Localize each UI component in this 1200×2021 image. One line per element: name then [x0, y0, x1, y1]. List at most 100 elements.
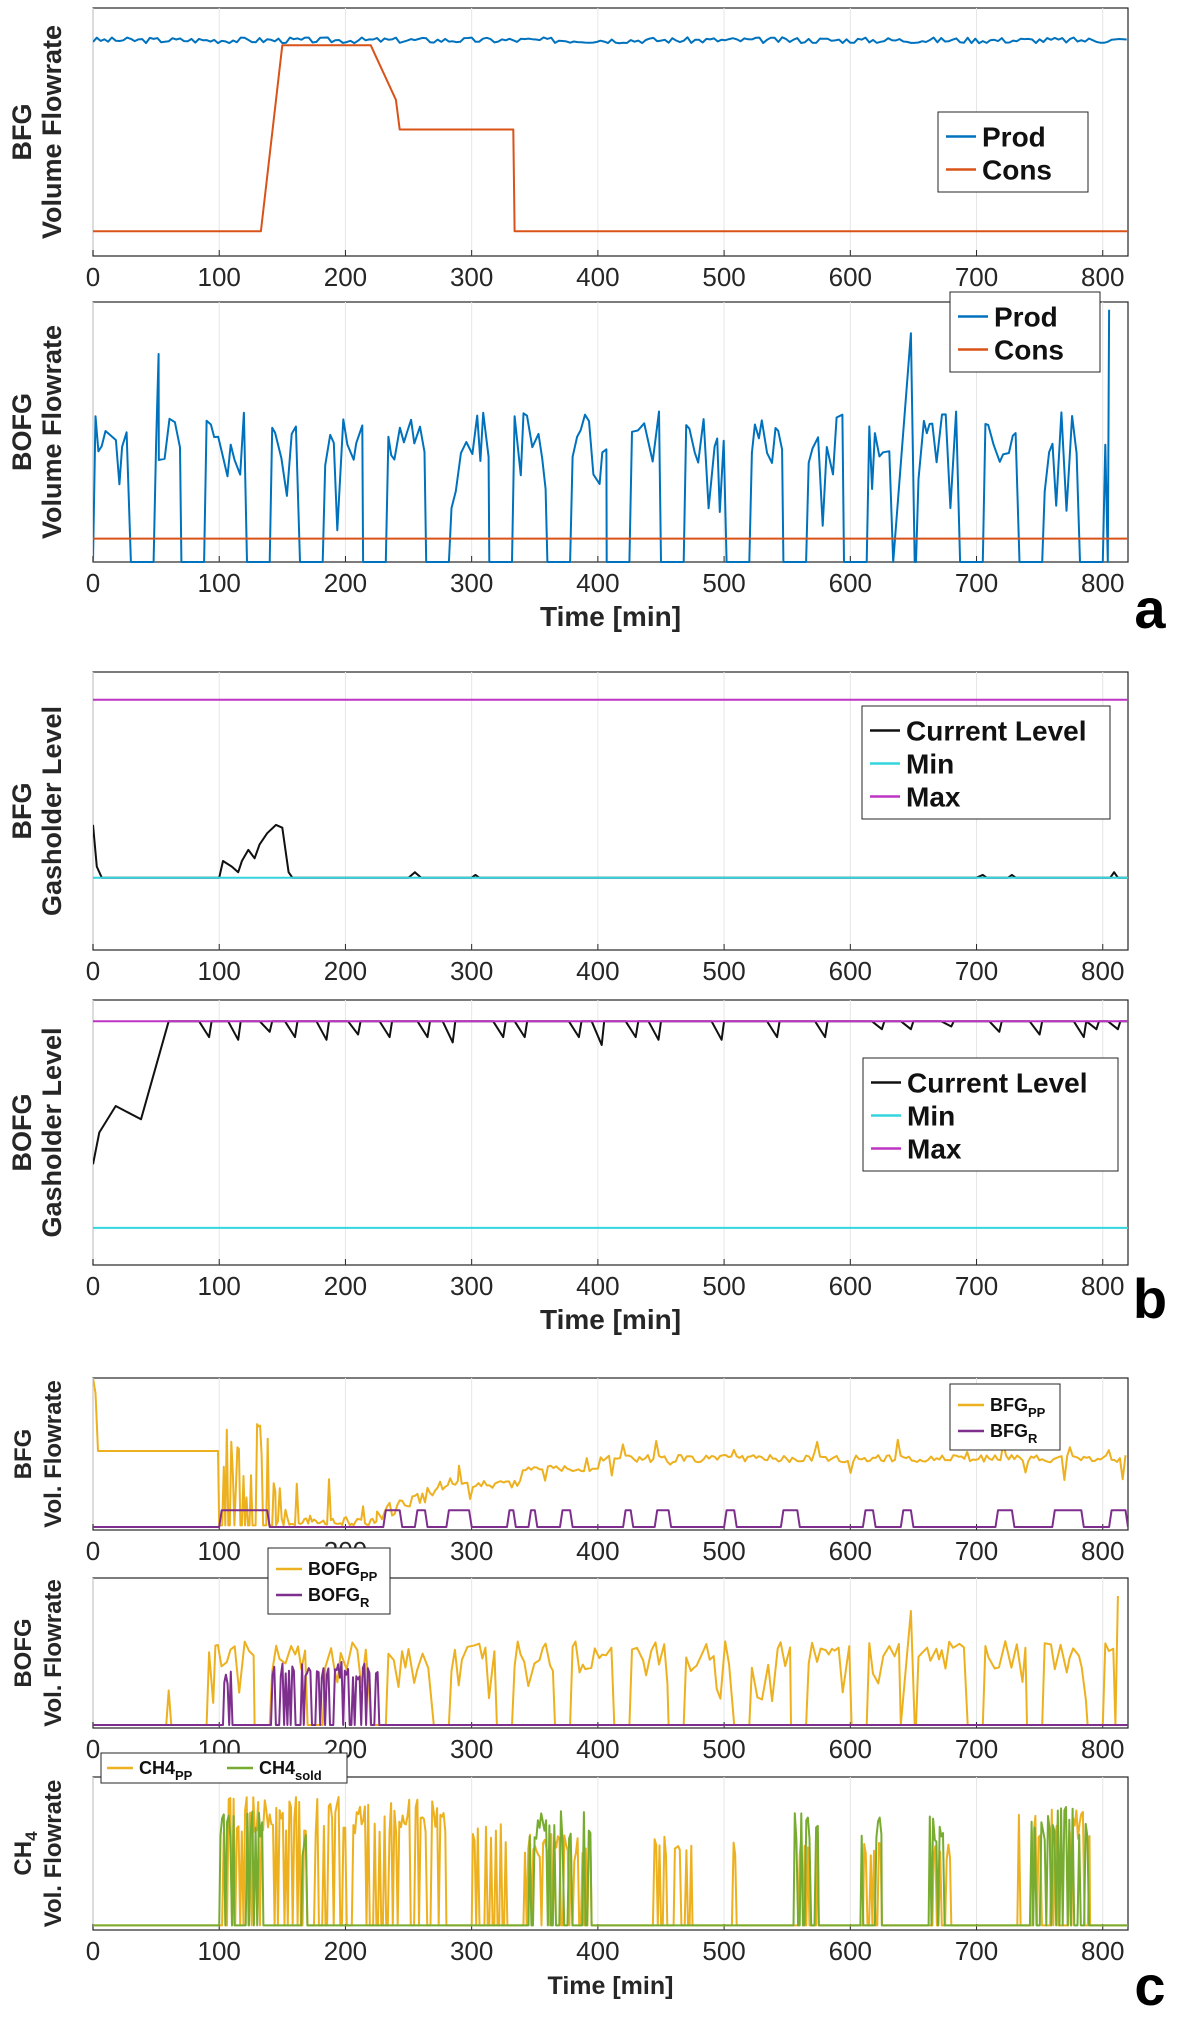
x-tick-label: 300 [450, 1734, 493, 1764]
legend-entry-main: CH4 [139, 1758, 175, 1778]
x-tick-label: 500 [702, 262, 745, 292]
legend-entry-main: BFG [990, 1421, 1028, 1441]
y-axis-label-main: CH [10, 1841, 37, 1876]
series-line-ch4-sold [93, 1806, 1128, 1927]
x-tick-label: 100 [198, 1936, 241, 1966]
x-tick-label: 400 [576, 1734, 619, 1764]
x-tick-label: 0 [86, 262, 100, 292]
x-tick-label: 700 [955, 1271, 998, 1301]
x-tick-label: 700 [955, 568, 998, 598]
x-tick-label: 300 [450, 1271, 493, 1301]
x-tick-label: 800 [1081, 1271, 1124, 1301]
legend-entry: CH4PP [139, 1758, 193, 1783]
series-line-bfg-pp [93, 1377, 1127, 1527]
x-tick-label: 200 [324, 1936, 367, 1966]
x-tick-label: 400 [576, 1536, 619, 1566]
legend-entry: Current Level [907, 1068, 1088, 1099]
x-tick-label: 600 [829, 568, 872, 598]
x-tick-label: 200 [324, 1271, 367, 1301]
legend-entry: Cons [994, 335, 1064, 366]
series-line-prod [93, 309, 1111, 563]
legend-entry: CH4sold [259, 1758, 322, 1783]
legend-entry: Cons [982, 155, 1052, 186]
x-tick-label: 100 [198, 568, 241, 598]
x-axis-label: Time [min] [540, 601, 681, 632]
x-tick-label: 400 [576, 1271, 619, 1301]
x-tick-label: 800 [1081, 1936, 1124, 1966]
panel-letter: b [1133, 1267, 1167, 1330]
y-axis-label-name: BFG [10, 1429, 37, 1480]
series-line-bfg-r [93, 1509, 1128, 1528]
legend-box [100, 1752, 348, 1784]
x-tick-label: 300 [450, 568, 493, 598]
legend-entry: Min [906, 749, 954, 780]
x-tick-label: 300 [450, 956, 493, 986]
panel-letter: a [1134, 577, 1166, 640]
legend-entry: BFGPP [990, 1395, 1046, 1420]
chart-b1: 0 100 200 300 400 500 600 700 800 BFG Gasholder Le… [7, 671, 1129, 986]
legend-entry-subscript: R [1028, 1431, 1038, 1446]
x-tick-label: 300 [450, 1936, 493, 1966]
legend-entry-subscript: sold [295, 1768, 322, 1783]
x-tick-label: 400 [576, 568, 619, 598]
y-axis-label-quantity: Gasholder Level [37, 706, 67, 916]
y-axis-label-main: BFG [7, 783, 37, 840]
x-tick-label: 800 [1081, 1536, 1124, 1566]
x-tick-label: 400 [576, 1936, 619, 1966]
x-tick-label: 800 [1081, 956, 1124, 986]
legend-box [862, 1057, 1119, 1172]
legend-entry-subscript: R [360, 1595, 370, 1610]
series-line-prod [93, 36, 1127, 45]
legend-box [861, 705, 1111, 820]
y-axis-label-quantity: Volume Flowrate [37, 325, 67, 539]
legend-entry-subscript: PP [360, 1569, 378, 1584]
y-axis-label-name: BFG [7, 104, 37, 161]
x-tick-label: 500 [702, 956, 745, 986]
y-axis-label-name: BFG [7, 783, 37, 840]
x-tick-label: 600 [829, 956, 872, 986]
x-tick-label: 0 [86, 1734, 100, 1764]
x-tick-label: 600 [829, 1936, 872, 1966]
legend-entry-main: BOFG [308, 1559, 360, 1579]
x-tick-label: 600 [829, 1271, 872, 1301]
y-axis-label-quantity: Volume Flowrate [37, 25, 67, 239]
x-tick-label: 700 [955, 1936, 998, 1966]
legend-entry-subscript: PP [1028, 1405, 1046, 1420]
panel-letter: c [1134, 1954, 1165, 2017]
legend-entry: Prod [982, 122, 1046, 153]
x-tick-label: 100 [198, 262, 241, 292]
y-axis-label-name: BOFG [7, 1094, 37, 1172]
x-tick-label: 0 [86, 956, 100, 986]
legend-entry: BOFGPP [308, 1559, 378, 1584]
chart-b2: 0 100 200 300 400 500 600 700 800 BOFG Gasholder L… [7, 999, 1129, 1335]
legend-entry-main: BOFG [308, 1585, 360, 1605]
y-axis-label-quantity: Vol. Flowrate [40, 1780, 67, 1928]
x-axis-label: Time [min] [548, 1972, 674, 2000]
x-tick-label: 0 [86, 1271, 100, 1301]
x-tick-label: 700 [955, 956, 998, 986]
plot-area [92, 1577, 1129, 1729]
legend-entry: Current Level [906, 716, 1087, 747]
x-tick-label: 200 [324, 262, 367, 292]
x-tick-label: 800 [1081, 1734, 1124, 1764]
x-tick-label: 0 [86, 1936, 100, 1966]
y-axis-label-main: BOFG [7, 1094, 37, 1172]
legend-box [949, 291, 1101, 373]
legend-box [267, 1547, 391, 1615]
x-tick-label: 0 [86, 1536, 100, 1566]
x-tick-label: 300 [450, 262, 493, 292]
legend-entry-subscript: PP [175, 1768, 193, 1783]
x-tick-label: 400 [576, 262, 619, 292]
y-axis-label-quantity: Vol. Flowrate [40, 1579, 67, 1727]
x-tick-label: 500 [702, 1734, 745, 1764]
x-tick-label: 700 [955, 1536, 998, 1566]
series-line-bofg-r [93, 1661, 1128, 1726]
x-tick-label: 500 [702, 1536, 745, 1566]
legend-entry: Max [906, 782, 961, 813]
